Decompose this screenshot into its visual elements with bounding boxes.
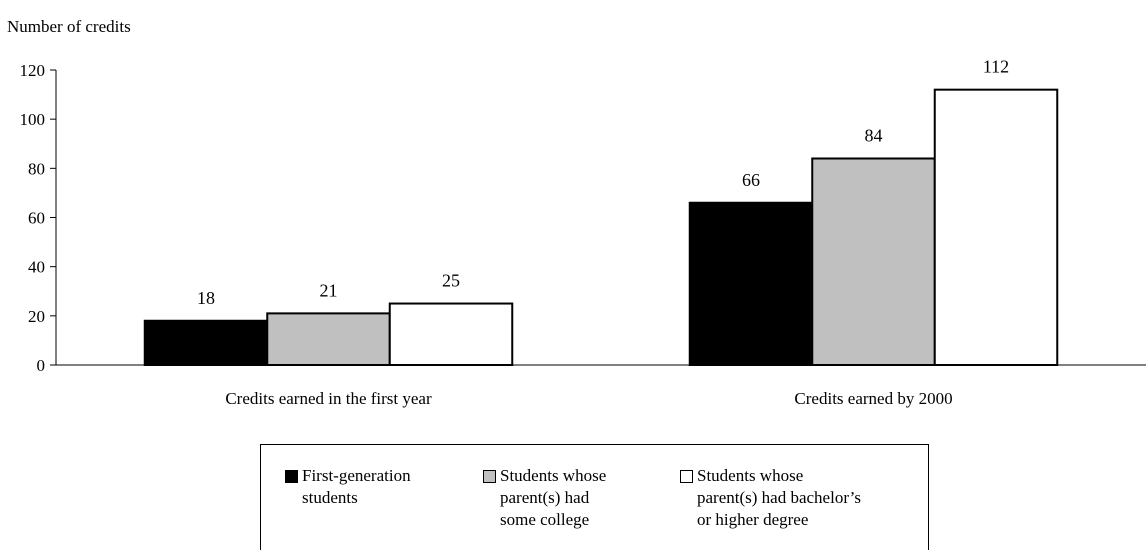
y-tick-label: 60 bbox=[28, 209, 45, 228]
legend-item-some-college: Students whose parent(s) had some colleg… bbox=[483, 465, 606, 531]
x-category-label: Credits earned in the first year bbox=[225, 389, 432, 408]
data-label: 21 bbox=[320, 280, 338, 300]
bar-bachelors-or-higher bbox=[933, 88, 1059, 367]
y-tick-label: 100 bbox=[20, 110, 46, 129]
bar-first-generation bbox=[688, 201, 814, 366]
bar-some-college bbox=[266, 312, 391, 366]
data-label: 84 bbox=[865, 126, 883, 146]
y-tick-label: 80 bbox=[28, 159, 45, 178]
legend-item-first-generation: First-generation students bbox=[285, 465, 411, 509]
y-axis-title: Number of credits bbox=[7, 17, 131, 36]
legend-swatch-first-generation bbox=[285, 470, 298, 483]
legend-swatch-some-college bbox=[483, 470, 496, 483]
x-axis-labels: Credits earned in the first year Credits … bbox=[225, 389, 952, 408]
legend-label-first-generation: First-generation students bbox=[302, 466, 411, 507]
legend-label-bachelors-or-higher: Students whose parent(s) had bachelor’s … bbox=[697, 466, 861, 529]
data-label: 18 bbox=[197, 288, 215, 308]
data-label: 66 bbox=[742, 170, 760, 190]
legend-swatch-bachelors-or-higher bbox=[680, 470, 693, 483]
y-tick-label: 40 bbox=[28, 258, 45, 277]
legend: First-generation students Students whose… bbox=[260, 444, 929, 550]
legend-label-some-college: Students whose parent(s) had some colleg… bbox=[500, 466, 607, 529]
data-label: 112 bbox=[983, 57, 1009, 77]
y-tick-label: 20 bbox=[28, 307, 45, 326]
y-tick-label: 120 bbox=[20, 61, 46, 80]
data-label: 25 bbox=[442, 271, 460, 291]
bar-chart: Number of credits 0 20 40 60 80 100 120 18 21 25… bbox=[7, 17, 1146, 408]
y-tick-label: 0 bbox=[37, 356, 46, 375]
legend-item-bachelors-or-higher: Students whose parent(s) had bachelor’s … bbox=[680, 465, 861, 531]
bar-bachelors-or-higher bbox=[388, 302, 514, 366]
x-category-label: Credits earned by 2000 bbox=[794, 389, 952, 408]
bar-first-generation bbox=[143, 319, 269, 366]
bar-some-college bbox=[811, 157, 936, 366]
bars: 18 21 25 66 84 112 bbox=[143, 57, 1059, 367]
